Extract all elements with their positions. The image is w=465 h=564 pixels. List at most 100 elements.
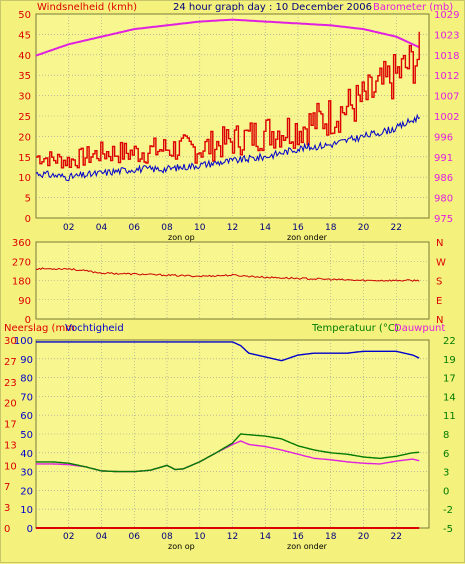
barometer-tick-label: 980 xyxy=(434,194,453,205)
humidity-tick-label: 60 xyxy=(20,411,33,422)
x-tick-label: 20 xyxy=(358,532,370,542)
sunrise-label-top: zon op xyxy=(168,233,195,242)
direction-tick-label: 360 xyxy=(12,238,31,249)
wind-tick-label: 15 xyxy=(18,153,31,164)
barometer-tick-label: 991 xyxy=(434,153,453,164)
x-tick-label: 10 xyxy=(194,223,206,233)
sunset-label-top: zon onder xyxy=(287,233,328,242)
barometer-tick-label: 1023 xyxy=(434,30,459,41)
x-tick-label: 18 xyxy=(325,532,337,542)
x-tick-label: 02 xyxy=(63,223,74,233)
wind-tick-label: 5 xyxy=(25,194,31,205)
wind-tick-label: 40 xyxy=(18,51,31,62)
rain-tick-label: 10 xyxy=(4,461,17,472)
temperature-tick-label: 17 xyxy=(443,374,456,385)
barometer-tick-label: 1029 xyxy=(434,10,459,21)
barometer-line xyxy=(35,18,420,57)
compass-tick-label: S xyxy=(436,277,442,288)
x-tick-label: 08 xyxy=(161,223,173,233)
wind-tick-label: 45 xyxy=(18,30,31,41)
temperature-tick-label: -2 xyxy=(443,505,453,516)
temperature-line xyxy=(36,433,420,473)
x-tick-label: 06 xyxy=(129,532,141,542)
dewpoint-axis-label: Dauwpunt xyxy=(394,323,445,334)
panel-wind-barometer: 02 04 06 08 10 12 14 16 18 20 22051015202530354045… xyxy=(18,2,459,242)
x-tick-label: 14 xyxy=(260,532,272,542)
direction-tick-label: 90 xyxy=(18,296,31,307)
humidity-tick-label: 90 xyxy=(20,355,33,366)
rain-tick-label: 13 xyxy=(4,440,17,451)
rain-tick-label: 3 xyxy=(4,503,10,514)
direction-tick-label: 0 xyxy=(25,315,31,326)
temperature-tick-label: 11 xyxy=(443,411,456,422)
sunrise-label-bottom: zon op xyxy=(168,542,195,551)
barometer-tick-label: 1002 xyxy=(434,112,459,123)
x-tick-label: 22 xyxy=(391,532,402,542)
wind-tick-label: 0 xyxy=(25,214,31,225)
humidity-tick-label: 100 xyxy=(14,336,33,347)
direction-tick-label: 270 xyxy=(12,257,31,268)
x-tick-label: 12 xyxy=(227,223,238,233)
compass-tick-label: N xyxy=(436,315,443,326)
wind-tick-label: 20 xyxy=(18,132,31,143)
temperature-tick-label: 8 xyxy=(443,430,449,441)
x-tick-label: 14 xyxy=(260,223,272,233)
x-tick-label: 08 xyxy=(161,532,173,542)
x-tick-label: 22 xyxy=(391,223,402,233)
humidity-axis-label: Vochtigheid xyxy=(65,323,124,334)
ticks-top: 02 04 06 08 10 12 14 16 18 20 22051015202530354045… xyxy=(18,10,459,233)
temperature-axis-label: Temperatuur (°C) xyxy=(311,323,399,334)
rain-tick-label: 23 xyxy=(4,378,17,389)
rain-tick-label: 0 xyxy=(4,524,10,535)
wind-tick-label: 50 xyxy=(18,10,31,21)
wind-axis-label: Windsnelheid (kmh) xyxy=(37,2,137,13)
x-tick-label: 04 xyxy=(96,223,108,233)
wind-average-line xyxy=(35,113,421,182)
x-tick-label: 16 xyxy=(292,532,304,542)
rain-tick-label: 7 xyxy=(4,482,10,493)
x-tick-label: 18 xyxy=(325,223,337,233)
wind-gust-line xyxy=(36,31,420,169)
wind-direction-line xyxy=(35,267,420,282)
rain-axis-label: Neerslag (mm xyxy=(4,323,75,334)
sunset-label-bottom: zon onder xyxy=(287,542,328,551)
temperature-tick-label: 19 xyxy=(443,355,456,366)
humidity-tick-label: 70 xyxy=(20,392,33,403)
temperature-tick-label: 3 xyxy=(443,468,449,479)
series-bottom xyxy=(36,341,420,529)
series-top xyxy=(35,18,421,182)
compass-tick-label: E xyxy=(436,296,442,307)
humidity-line xyxy=(36,341,420,362)
barometer-tick-label: 975 xyxy=(434,214,453,225)
x-tick-label: 12 xyxy=(227,532,238,542)
grid-bottom xyxy=(36,340,429,528)
humidity-tick-label: 10 xyxy=(20,505,33,516)
humidity-tick-label: 50 xyxy=(20,430,33,441)
barometer-tick-label: 1012 xyxy=(434,71,459,82)
humidity-tick-label: 20 xyxy=(20,486,33,497)
humidity-tick-label: 0 xyxy=(27,524,33,535)
x-tick-label: 02 xyxy=(63,532,74,542)
compass-tick-label: W xyxy=(436,257,446,268)
rain-tick-label: 20 xyxy=(4,399,17,410)
barometer-tick-label: 996 xyxy=(434,132,453,143)
barometer-tick-label: 986 xyxy=(434,173,453,184)
barometer-tick-label: 1007 xyxy=(434,92,459,103)
rain-tick-label: 27 xyxy=(4,357,17,368)
temperature-tick-label: 6 xyxy=(443,449,449,460)
wind-tick-label: 35 xyxy=(18,71,31,82)
chart-title: 24 hour graph day : 10 December 2006 xyxy=(173,2,372,13)
compass-tick-label: N xyxy=(436,238,443,249)
x-tick-label: 10 xyxy=(194,532,206,542)
x-tick-label: 06 xyxy=(129,223,141,233)
rain-tick-label: 17 xyxy=(4,420,17,431)
x-tick-label: 16 xyxy=(292,223,304,233)
humidity-tick-label: 30 xyxy=(20,468,33,479)
ticks-bottom: 02 04 06 08 10 12 14 16 18 20 22037101317202327300… xyxy=(4,336,456,542)
temperature-tick-label: -5 xyxy=(443,524,453,535)
panel-rain-humidity-temp: 02 04 06 08 10 12 14 16 18 20 22037101317202327300… xyxy=(4,323,456,551)
wind-tick-label: 25 xyxy=(18,112,31,123)
